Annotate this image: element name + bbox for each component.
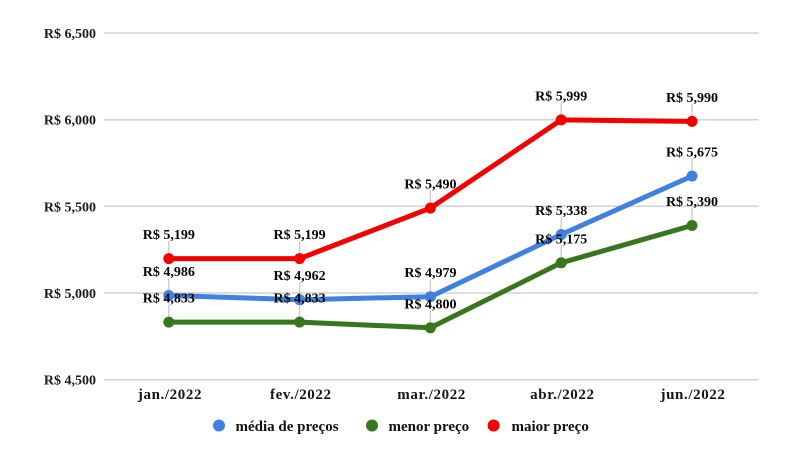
svg-text:R$ 5,199: R$ 5,199 (274, 228, 326, 243)
svg-text:R$ 6,000: R$ 6,000 (44, 114, 96, 129)
svg-text:abr./2022: abr./2022 (530, 387, 594, 403)
svg-text:jun./2022: jun./2022 (660, 387, 726, 403)
svg-text:R$ 5,175: R$ 5,175 (535, 232, 587, 247)
svg-text:mar./2022: mar./2022 (397, 387, 466, 403)
svg-text:R$ 4,833: R$ 4,833 (274, 292, 326, 307)
svg-text:R$ 5,390: R$ 5,390 (666, 195, 718, 210)
svg-text:R$ 5,338: R$ 5,338 (535, 204, 587, 219)
svg-text:R$ 6,500: R$ 6,500 (44, 27, 96, 42)
svg-text:R$ 4,833: R$ 4,833 (143, 292, 195, 307)
svg-text:R$ 4,500: R$ 4,500 (44, 374, 96, 389)
svg-text:jan./2022: jan./2022 (137, 387, 202, 403)
svg-text:R$ 5,500: R$ 5,500 (44, 200, 96, 215)
svg-text:R$ 5,999: R$ 5,999 (535, 89, 587, 104)
svg-text:R$ 4,962: R$ 4,962 (274, 269, 326, 284)
svg-text:R$ 5,000: R$ 5,000 (44, 287, 96, 302)
svg-text:maior preço: maior preço (512, 419, 589, 435)
svg-text:R$ 4,986: R$ 4,986 (143, 265, 195, 280)
svg-text:R$ 5,990: R$ 5,990 (666, 91, 718, 106)
svg-text:fev./2022: fev./2022 (270, 387, 332, 403)
svg-text:R$ 5,490: R$ 5,490 (404, 178, 456, 193)
svg-text:R$ 4,979: R$ 4,979 (404, 266, 456, 281)
svg-text:R$ 4,800: R$ 4,800 (404, 297, 456, 312)
svg-text:R$ 5,675: R$ 5,675 (666, 146, 718, 161)
svg-text:média de preços: média de preços (236, 419, 339, 435)
svg-text:R$ 5,199: R$ 5,199 (143, 228, 195, 243)
svg-text:menor preço: menor preço (389, 419, 470, 435)
